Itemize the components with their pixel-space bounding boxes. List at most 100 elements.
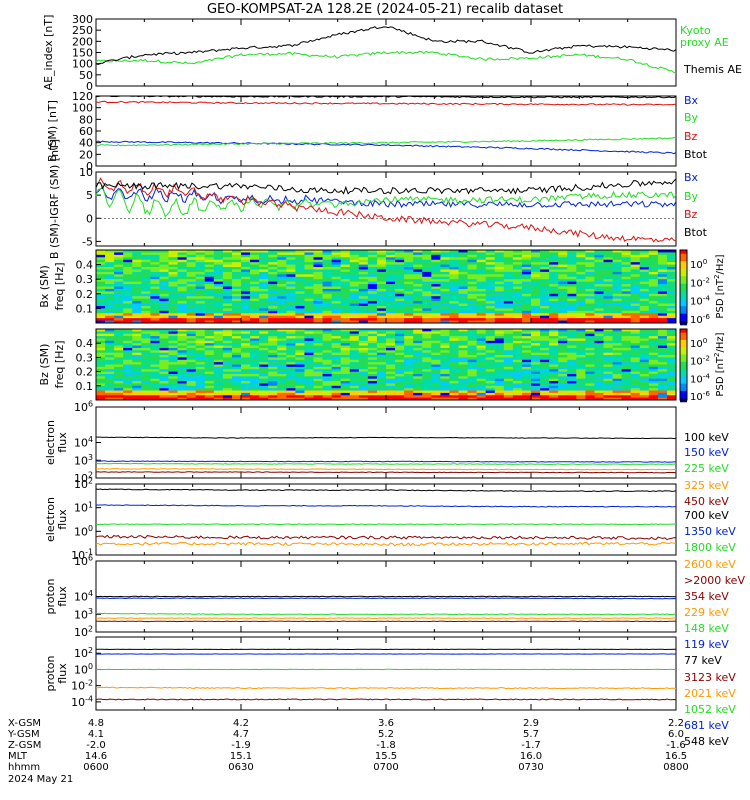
spectrogram-cell (358, 357, 369, 361)
spectrogram-cell (313, 254, 323, 258)
spectrogram-cell (159, 291, 169, 295)
spectrogram-cell (558, 252, 568, 256)
spectrogram-cell (512, 298, 523, 302)
spectrogram-cell (204, 371, 215, 375)
spectrogram-cell (349, 392, 360, 396)
spectrogram-cell (540, 264, 550, 268)
spectrogram-cell (630, 329, 641, 332)
y-tick-label: 0.1 (76, 380, 94, 393)
spectrogram-cell (304, 286, 314, 290)
spectrogram-cell (494, 371, 505, 375)
spectrogram-cell (386, 259, 396, 263)
spectrogram-cell (141, 355, 151, 358)
spectrogram-cell (222, 318, 233, 321)
spectrogram-cell (621, 364, 632, 368)
spectrogram-cell (648, 281, 659, 285)
spectrogram-cell (213, 397, 224, 401)
spectrogram-cell (395, 276, 405, 280)
colorbar-segment (680, 309, 687, 313)
spectrogram-cell (585, 288, 595, 292)
spectrogram-cell (331, 331, 342, 335)
spectrogram-cell (358, 274, 369, 278)
spectrogram-cell (322, 352, 333, 356)
spectrogram-cell (567, 373, 577, 377)
spectrogram-cell (313, 271, 323, 275)
spectrogram-cell (576, 376, 586, 380)
spectrogram-cell (558, 366, 568, 370)
spectrogram-cell (440, 385, 450, 389)
spectrogram-cell (612, 366, 623, 370)
spectrogram-cell (141, 310, 151, 314)
spectrogram-cell (558, 329, 568, 332)
spectrogram-cell (485, 359, 496, 363)
spectrogram-cell (639, 338, 650, 342)
spectrogram-cell (213, 308, 224, 312)
spectrogram-cell (576, 345, 586, 349)
spectrogram-cell (512, 305, 523, 309)
spectrogram-cell (549, 366, 559, 370)
spectrogram-cell (259, 310, 269, 314)
y-axis-label-flux: flux (56, 586, 69, 607)
spectrogram-cell (639, 359, 650, 363)
spectrogram-cell (159, 336, 169, 339)
spectrogram-cell (241, 364, 251, 368)
y-axis-label: Bx (SM) (38, 265, 51, 308)
spectrogram-cell (268, 371, 278, 375)
spectrogram-cell (376, 336, 387, 339)
spectrogram-cell (531, 274, 541, 278)
spectrogram-cell (621, 338, 632, 342)
spectrogram-cell (440, 301, 450, 304)
spectrogram-cell (96, 298, 106, 302)
spectrogram-cell (322, 305, 333, 309)
spectrogram-cell (96, 392, 106, 396)
spectrogram-cell (277, 288, 287, 292)
spectrogram-cell (540, 250, 550, 253)
spectrogram-cell (476, 340, 487, 344)
spectrogram-cell (96, 293, 106, 297)
spectrogram-cell (250, 301, 260, 304)
spectrogram-cell (413, 381, 423, 384)
spectrogram-cell (666, 252, 677, 256)
spectrogram-cell (259, 338, 269, 342)
spectrogram-cell (159, 362, 169, 365)
spectrogram-cell (231, 254, 242, 258)
spectrogram-cell (648, 310, 659, 314)
y-tick-label: 10-4 (71, 694, 93, 708)
spectrogram-cell (521, 359, 532, 363)
spectrogram-cell (594, 371, 604, 375)
spectrogram-cell (222, 357, 233, 361)
spectrogram-cell (648, 257, 659, 261)
spectrogram-cell (467, 364, 478, 368)
spectrogram-cell (295, 286, 305, 290)
spectrogram-cell (494, 397, 505, 401)
spectrogram-cell (376, 343, 387, 346)
spectrogram-cell (467, 381, 478, 384)
colorbar-segment (680, 394, 687, 397)
spectrogram-cell (666, 376, 677, 380)
spectrogram-cell (195, 333, 206, 337)
spectrogram-cell (241, 284, 251, 287)
spectrogram-cell (558, 357, 568, 361)
spectrogram-cell (422, 336, 432, 339)
spectrogram-cell (413, 296, 423, 300)
spectrogram-cell (494, 390, 505, 394)
spectrogram-cell (168, 359, 178, 363)
spectrogram-cell (422, 366, 432, 370)
spectrogram-cell (304, 250, 314, 253)
spectrogram-cell (440, 336, 450, 339)
spectrogram-cell (666, 383, 677, 387)
spectrogram-cell (313, 262, 323, 265)
spectrogram-cell (558, 298, 568, 302)
spectrogram-cell (639, 293, 650, 297)
spectrogram-cell (241, 305, 251, 309)
spectrogram-cell (503, 376, 514, 380)
y-axis-label: AE_index [nT] (42, 15, 55, 91)
spectrogram-cell (114, 286, 124, 290)
spectrogram-cell (259, 343, 269, 346)
spectrogram-cell (431, 320, 441, 324)
spectrogram-cell (304, 338, 314, 342)
spectrogram-cell (105, 385, 115, 389)
spectrogram-cell (395, 352, 405, 356)
spectrogram-cell (621, 288, 632, 292)
spectrogram-cell (503, 395, 514, 399)
